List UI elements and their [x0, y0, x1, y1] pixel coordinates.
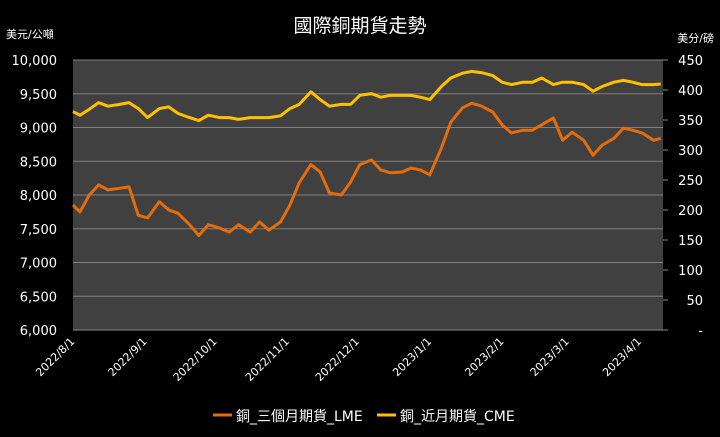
- left-axis: 6,000 6,500 7,000 7,500 8,000 8,500 9,000 9,500…: [12, 54, 58, 339]
- right-tick-label: 400: [678, 84, 703, 99]
- right-tick-label: 50: [686, 294, 703, 309]
- right-axis: - 50 100 150 200 250 300 350 400 450: [663, 54, 703, 339]
- chart-title: 國際銅期貨走勢: [293, 15, 426, 37]
- right-tick-label: 300: [678, 144, 703, 159]
- left-tick-label: 8,500: [20, 155, 57, 170]
- legend-label-lme: 銅_三個月期貨_LME: [236, 408, 363, 425]
- x-tick-label: 2023/2/1: [462, 335, 506, 379]
- left-tick-label: 6,500: [20, 290, 57, 305]
- right-tick-label: 250: [678, 174, 703, 189]
- x-axis: 2022/8/1 2022/9/1 2022/10/1 2022/11/1 2022/1…: [33, 335, 644, 384]
- series-line-lme: [71, 101, 662, 237]
- right-tick-label: 100: [678, 264, 703, 279]
- left-tick-label: 10,000: [12, 54, 58, 69]
- gridlines: [73, 59, 663, 331]
- right-tick-label: 350: [678, 114, 703, 129]
- x-tick-label: 2023/3/1: [528, 335, 572, 379]
- right-tick-label: 450: [678, 54, 703, 69]
- x-tick-label: 2022/8/1: [33, 335, 77, 379]
- x-tick-label: 2023/1/1: [390, 335, 434, 379]
- series-line-cme: [72, 69, 661, 123]
- x-tick-label: 2023/4/1: [600, 335, 644, 379]
- x-tick-label: 2022/9/1: [106, 335, 150, 379]
- right-axis-unit: 美分/磅: [677, 31, 714, 45]
- right-tick-label: -: [698, 324, 703, 339]
- legend: 銅_三個月期貨_LME 銅_近月期貨_CME: [213, 408, 515, 425]
- left-tick-label: 6,000: [20, 324, 57, 339]
- right-tick-label: 150: [678, 234, 703, 249]
- legend-label-cme: 銅_近月期貨_CME: [400, 408, 515, 425]
- left-tick-label: 7,000: [20, 257, 57, 272]
- left-tick-label: 9,500: [20, 88, 57, 103]
- right-tick-label: 200: [678, 204, 703, 219]
- left-axis-unit: 美元/公噸: [6, 27, 54, 41]
- x-tick-label: 2022/10/1: [171, 335, 220, 384]
- left-tick-label: 9,000: [20, 122, 57, 137]
- x-tick-label: 2022/11/1: [243, 335, 292, 384]
- x-tick-label: 2022/12/1: [313, 335, 362, 384]
- left-tick-label: 8,000: [20, 189, 57, 204]
- series-lines: [71, 69, 662, 237]
- left-tick-label: 7,500: [20, 223, 57, 238]
